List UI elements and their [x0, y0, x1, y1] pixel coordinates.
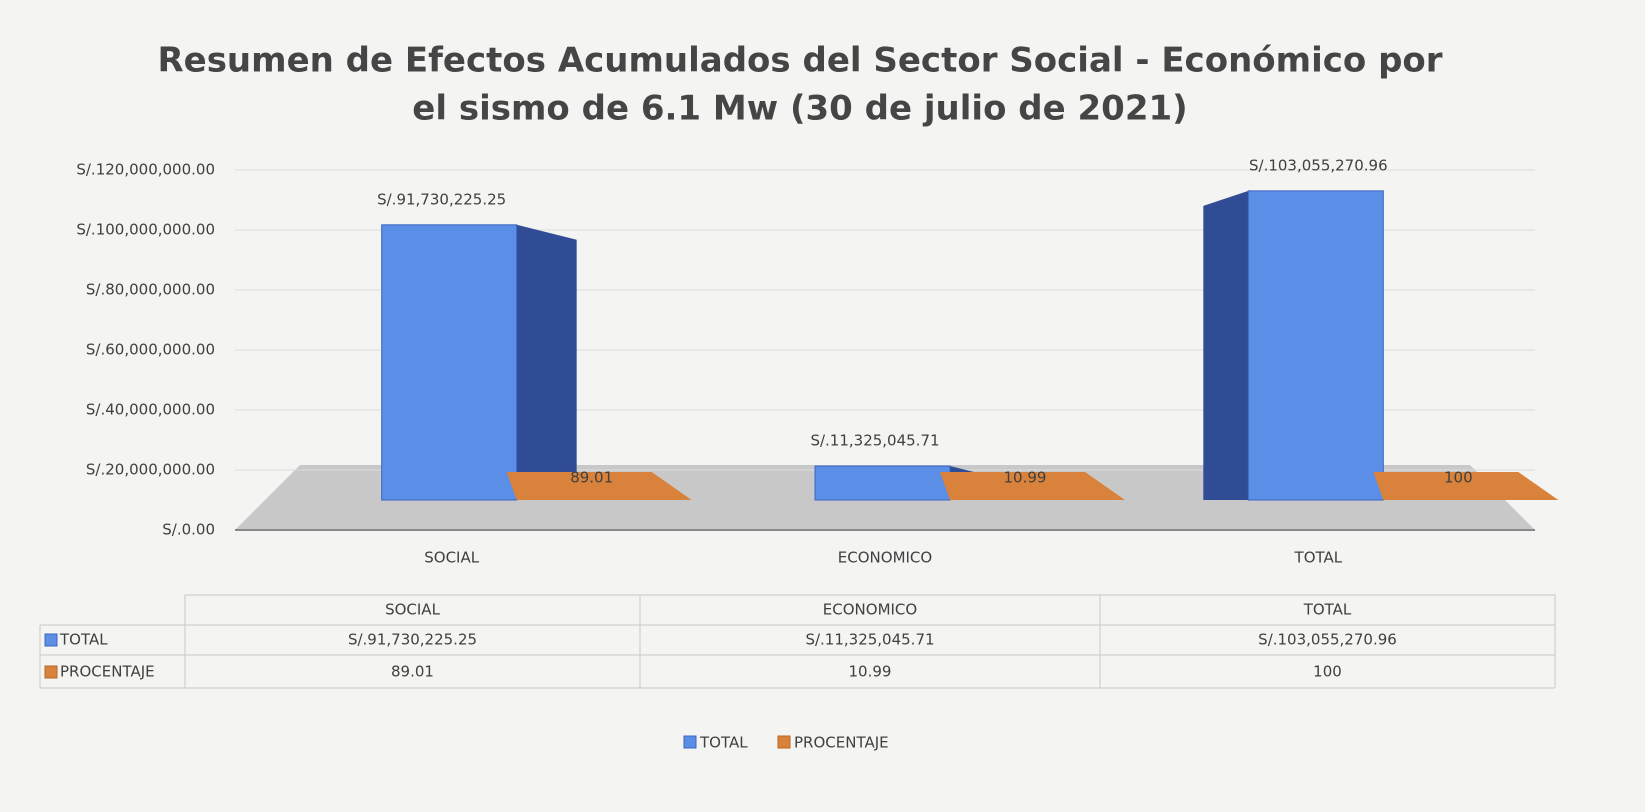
- legend-label: PROCENTAJE: [794, 734, 889, 752]
- table-cell: S/.91,730,225.25: [348, 631, 477, 649]
- chart-title: Resumen de Efectos Acumulados del Sector…: [157, 41, 1442, 81]
- table-cell: 10.99: [849, 663, 892, 681]
- table-header: SOCIAL: [385, 601, 440, 619]
- y-tick-label: S/.40,000,000.00: [86, 401, 215, 419]
- table-header: TOTAL: [1303, 601, 1352, 619]
- legend-key: [44, 665, 58, 679]
- legend-key: [44, 633, 58, 647]
- bar: [814, 465, 951, 501]
- bar-side: [516, 224, 577, 500]
- y-tick-label: S/.100,000,000.00: [76, 221, 215, 239]
- data-label: S/.11,325,045.71: [810, 432, 939, 450]
- table-row-label: TOTAL: [59, 631, 108, 649]
- table-cell: 89.01: [391, 663, 434, 681]
- data-label: 10.99: [1004, 469, 1047, 487]
- data-label: S/.91,730,225.25: [377, 190, 506, 208]
- chart-title: el sismo de 6.1 Mw (30 de julio de 2021): [412, 89, 1187, 129]
- bar: [940, 472, 1125, 500]
- table-row-label: PROCENTAJE: [60, 663, 155, 681]
- x-tick-label: ECONOMICO: [838, 549, 932, 567]
- y-tick-label: S/.60,000,000.00: [86, 341, 215, 359]
- y-tick-label: S/.120,000,000.00: [76, 161, 215, 179]
- bar: [1247, 190, 1384, 501]
- x-tick-label: SOCIAL: [424, 549, 479, 567]
- data-label: 89.01: [570, 469, 613, 487]
- table-cell: 100: [1313, 663, 1342, 681]
- bar: [1373, 472, 1559, 500]
- legend-label: TOTAL: [699, 734, 748, 752]
- bar: [506, 472, 692, 500]
- bar: [381, 224, 518, 501]
- bar-side: [1203, 190, 1249, 501]
- data-label: 100: [1444, 469, 1473, 487]
- legend-key: [777, 735, 791, 749]
- table-header: ECONOMICO: [823, 601, 917, 619]
- y-tick-label: S/.80,000,000.00: [86, 281, 215, 299]
- table-cell: S/.103,055,270.96: [1258, 631, 1397, 649]
- legend-key: [683, 735, 697, 749]
- y-tick-label: S/.0.00: [162, 521, 215, 539]
- y-tick-label: S/.20,000,000.00: [86, 461, 215, 479]
- data-label: S/.103,055,270.96: [1249, 156, 1388, 174]
- x-tick-label: TOTAL: [1294, 549, 1343, 567]
- table-cell: S/.11,325,045.71: [805, 631, 934, 649]
